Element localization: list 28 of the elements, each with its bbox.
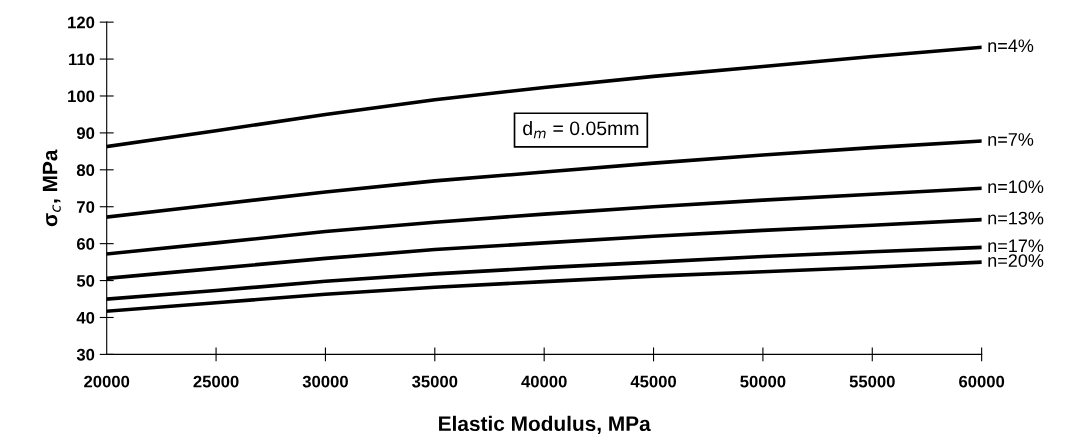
- y-tick-label: 60: [76, 238, 95, 250]
- x-tick-label: 25000: [193, 375, 239, 388]
- x-tick-label: 40000: [521, 375, 567, 388]
- x-tick-label: 55000: [849, 375, 895, 388]
- y-tick-label: 100: [68, 90, 95, 103]
- x-axis-title: Elastic Modulus, MPa: [439, 415, 651, 435]
- series-label: n=17%: [988, 239, 1044, 253]
- y-tick-label: 110: [69, 53, 95, 66]
- y-tick-label: 50: [76, 274, 95, 287]
- series-label: n=13%: [988, 211, 1044, 225]
- y-axis-title: σ$_{c}$, MPa: [42, 149, 61, 227]
- x-tick-label: 45000: [630, 375, 677, 388]
- y-tick-label: 30: [76, 348, 95, 361]
- series-label: n=4%: [988, 39, 1034, 53]
- y-tick-label: 120: [68, 16, 95, 29]
- y-tick-label: 90: [76, 127, 95, 140]
- series-label: n=7%: [988, 133, 1034, 146]
- series-label: n=20%: [988, 254, 1044, 267]
- x-tick-label: 35000: [412, 375, 458, 388]
- x-tick-label: 50000: [740, 375, 786, 388]
- y-tick-label: 70: [77, 201, 95, 213]
- series-label: n=10%: [988, 180, 1044, 194]
- x-tick-label: 30000: [302, 375, 348, 388]
- y-tick-label: 40: [76, 311, 95, 324]
- y-tick-label: 80: [76, 164, 95, 177]
- annotation: d$_{m}$ = 0.05mm: [523, 120, 639, 139]
- x-tick-label: 60000: [959, 375, 1005, 388]
- x-tick-label: 20000: [84, 375, 130, 388]
